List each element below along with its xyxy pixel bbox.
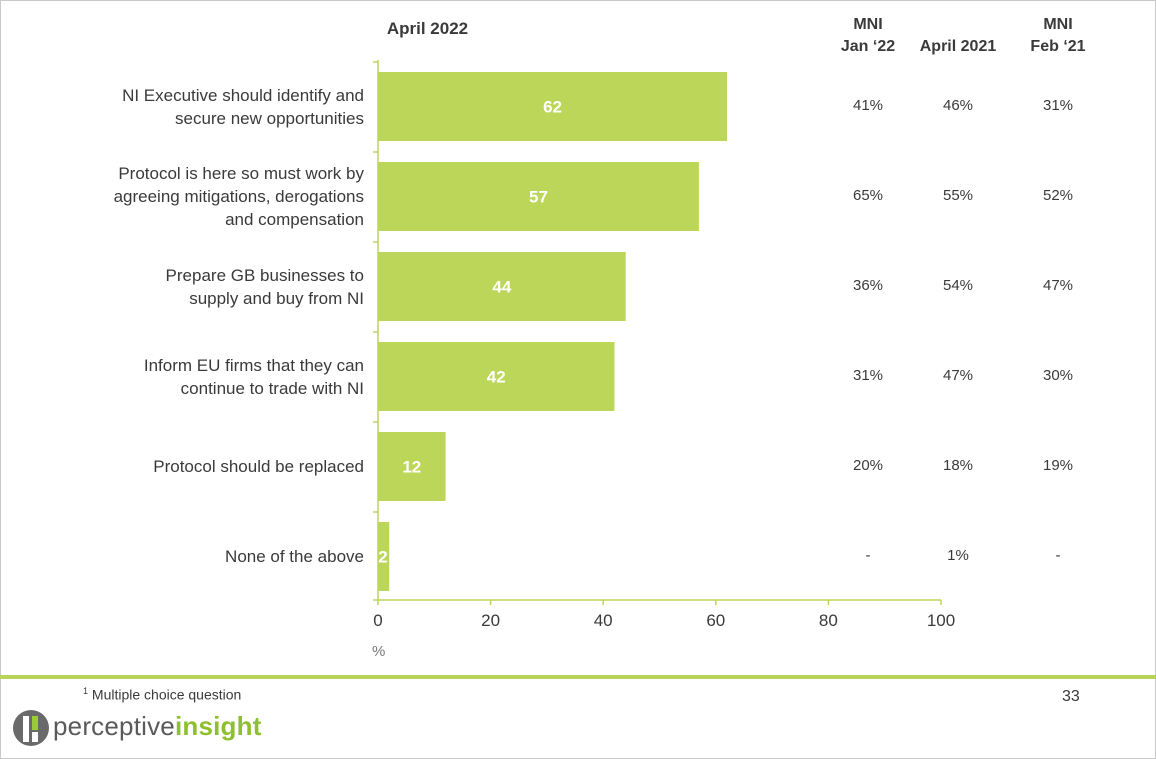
footer-rule: [0, 675, 1156, 679]
bar-value-label: 2: [378, 548, 387, 567]
footnote-text: Multiple choice question: [91, 686, 242, 703]
bar-value-label: 42: [487, 368, 506, 387]
x-tick-label: 0: [373, 611, 383, 630]
logo-text: perceptiveinsight: [53, 711, 262, 742]
footnote-marker: 1: [83, 686, 89, 696]
x-tick-label: 20: [481, 611, 501, 630]
x-tick-label: 40: [593, 611, 613, 630]
comparison-header-line: MNI: [853, 16, 883, 33]
bar-value-label: 57: [529, 188, 548, 207]
comparison-header-line: MNI: [1043, 16, 1073, 33]
category-label: Protocol should be replaced: [34, 455, 364, 478]
category-label: Protocol is here so must work by agreeing…: [34, 162, 364, 231]
comparison-value: 54%: [942, 276, 974, 294]
category-label: NI Executive should identify and secure n…: [34, 84, 364, 130]
bar: [378, 342, 615, 411]
comparison-value: 30%: [1042, 366, 1074, 384]
comparison-value: 31%: [852, 366, 884, 384]
category-label-line: agreeing mitigations, derogations: [113, 187, 364, 206]
logo-text-bold: insight: [174, 711, 262, 741]
x-tick-label: 100: [926, 611, 956, 630]
bar: [378, 252, 626, 321]
bar: [378, 522, 390, 591]
bar-chart: 62 57 44 42 12 2: [373, 60, 942, 605]
x-tick-label: 60: [706, 611, 726, 630]
comparison-value: 19%: [1042, 456, 1074, 474]
category-label-line: supply and buy from NI: [189, 288, 364, 308]
bar-value-label: 12: [402, 458, 421, 477]
comparison-value: 41%: [852, 96, 884, 114]
logo-icon: [13, 710, 49, 746]
comparison-value: 47%: [942, 366, 974, 384]
category-label-line: Inform EU firms that they can: [143, 355, 364, 375]
category-label-line: None of the above: [225, 547, 364, 566]
footnote: 1 Multiple choice question: [83, 686, 241, 703]
comparison-header: MNI Jan ‘22: [818, 14, 918, 58]
comparison-value: 47%: [1042, 276, 1074, 294]
bar: [378, 162, 699, 231]
bar-value-label: 44: [492, 278, 511, 297]
comparison-value: 1%: [947, 546, 969, 564]
page-number: 33: [1062, 688, 1080, 705]
category-label-line: and compensation: [225, 210, 364, 229]
comparison-value: 36%: [852, 276, 884, 294]
comparison-header-line: Feb ‘21: [1030, 38, 1086, 55]
bar: [378, 432, 446, 501]
category-label: Inform EU firms that they can continue to…: [34, 354, 364, 400]
comparison-header: MNI Feb ‘21: [1008, 14, 1108, 58]
comparison-value: 18%: [942, 456, 974, 474]
chart-title: April 2022: [386, 19, 469, 38]
logo-text-regular: perceptive: [53, 711, 175, 741]
comparison-header-line: April 2021: [919, 38, 997, 55]
x-axis-unit: %: [372, 643, 386, 660]
comparison-value: -: [865, 546, 871, 564]
comparison-value: 55%: [942, 186, 974, 204]
category-label-line: Protocol is here so must work by: [118, 164, 364, 183]
category-label: Prepare GB businesses to supply and buy f…: [34, 264, 364, 310]
comparison-header: April 2021: [908, 36, 1008, 58]
bar: [378, 72, 728, 141]
comparison-value: 20%: [852, 456, 884, 474]
bar-value-label: 62: [543, 98, 562, 117]
comparison-value: -: [1055, 546, 1061, 564]
comparison-value: 52%: [1042, 186, 1074, 204]
comparison-header-line: Jan ‘22: [840, 38, 896, 55]
category-label-line: secure new opportunities: [174, 108, 364, 128]
category-label-line: Prepare GB businesses to: [165, 265, 364, 285]
category-label-line: NI Executive should identify and: [122, 85, 364, 105]
comparison-value: 46%: [942, 96, 974, 114]
comparison-value: 31%: [1042, 96, 1074, 114]
category-label-line: Protocol should be replaced: [153, 457, 364, 476]
category-label-line: continue to trade with NI: [180, 378, 364, 398]
comparison-value: 65%: [852, 186, 884, 204]
x-tick-label: 80: [818, 611, 838, 630]
category-label: None of the above: [34, 545, 364, 568]
